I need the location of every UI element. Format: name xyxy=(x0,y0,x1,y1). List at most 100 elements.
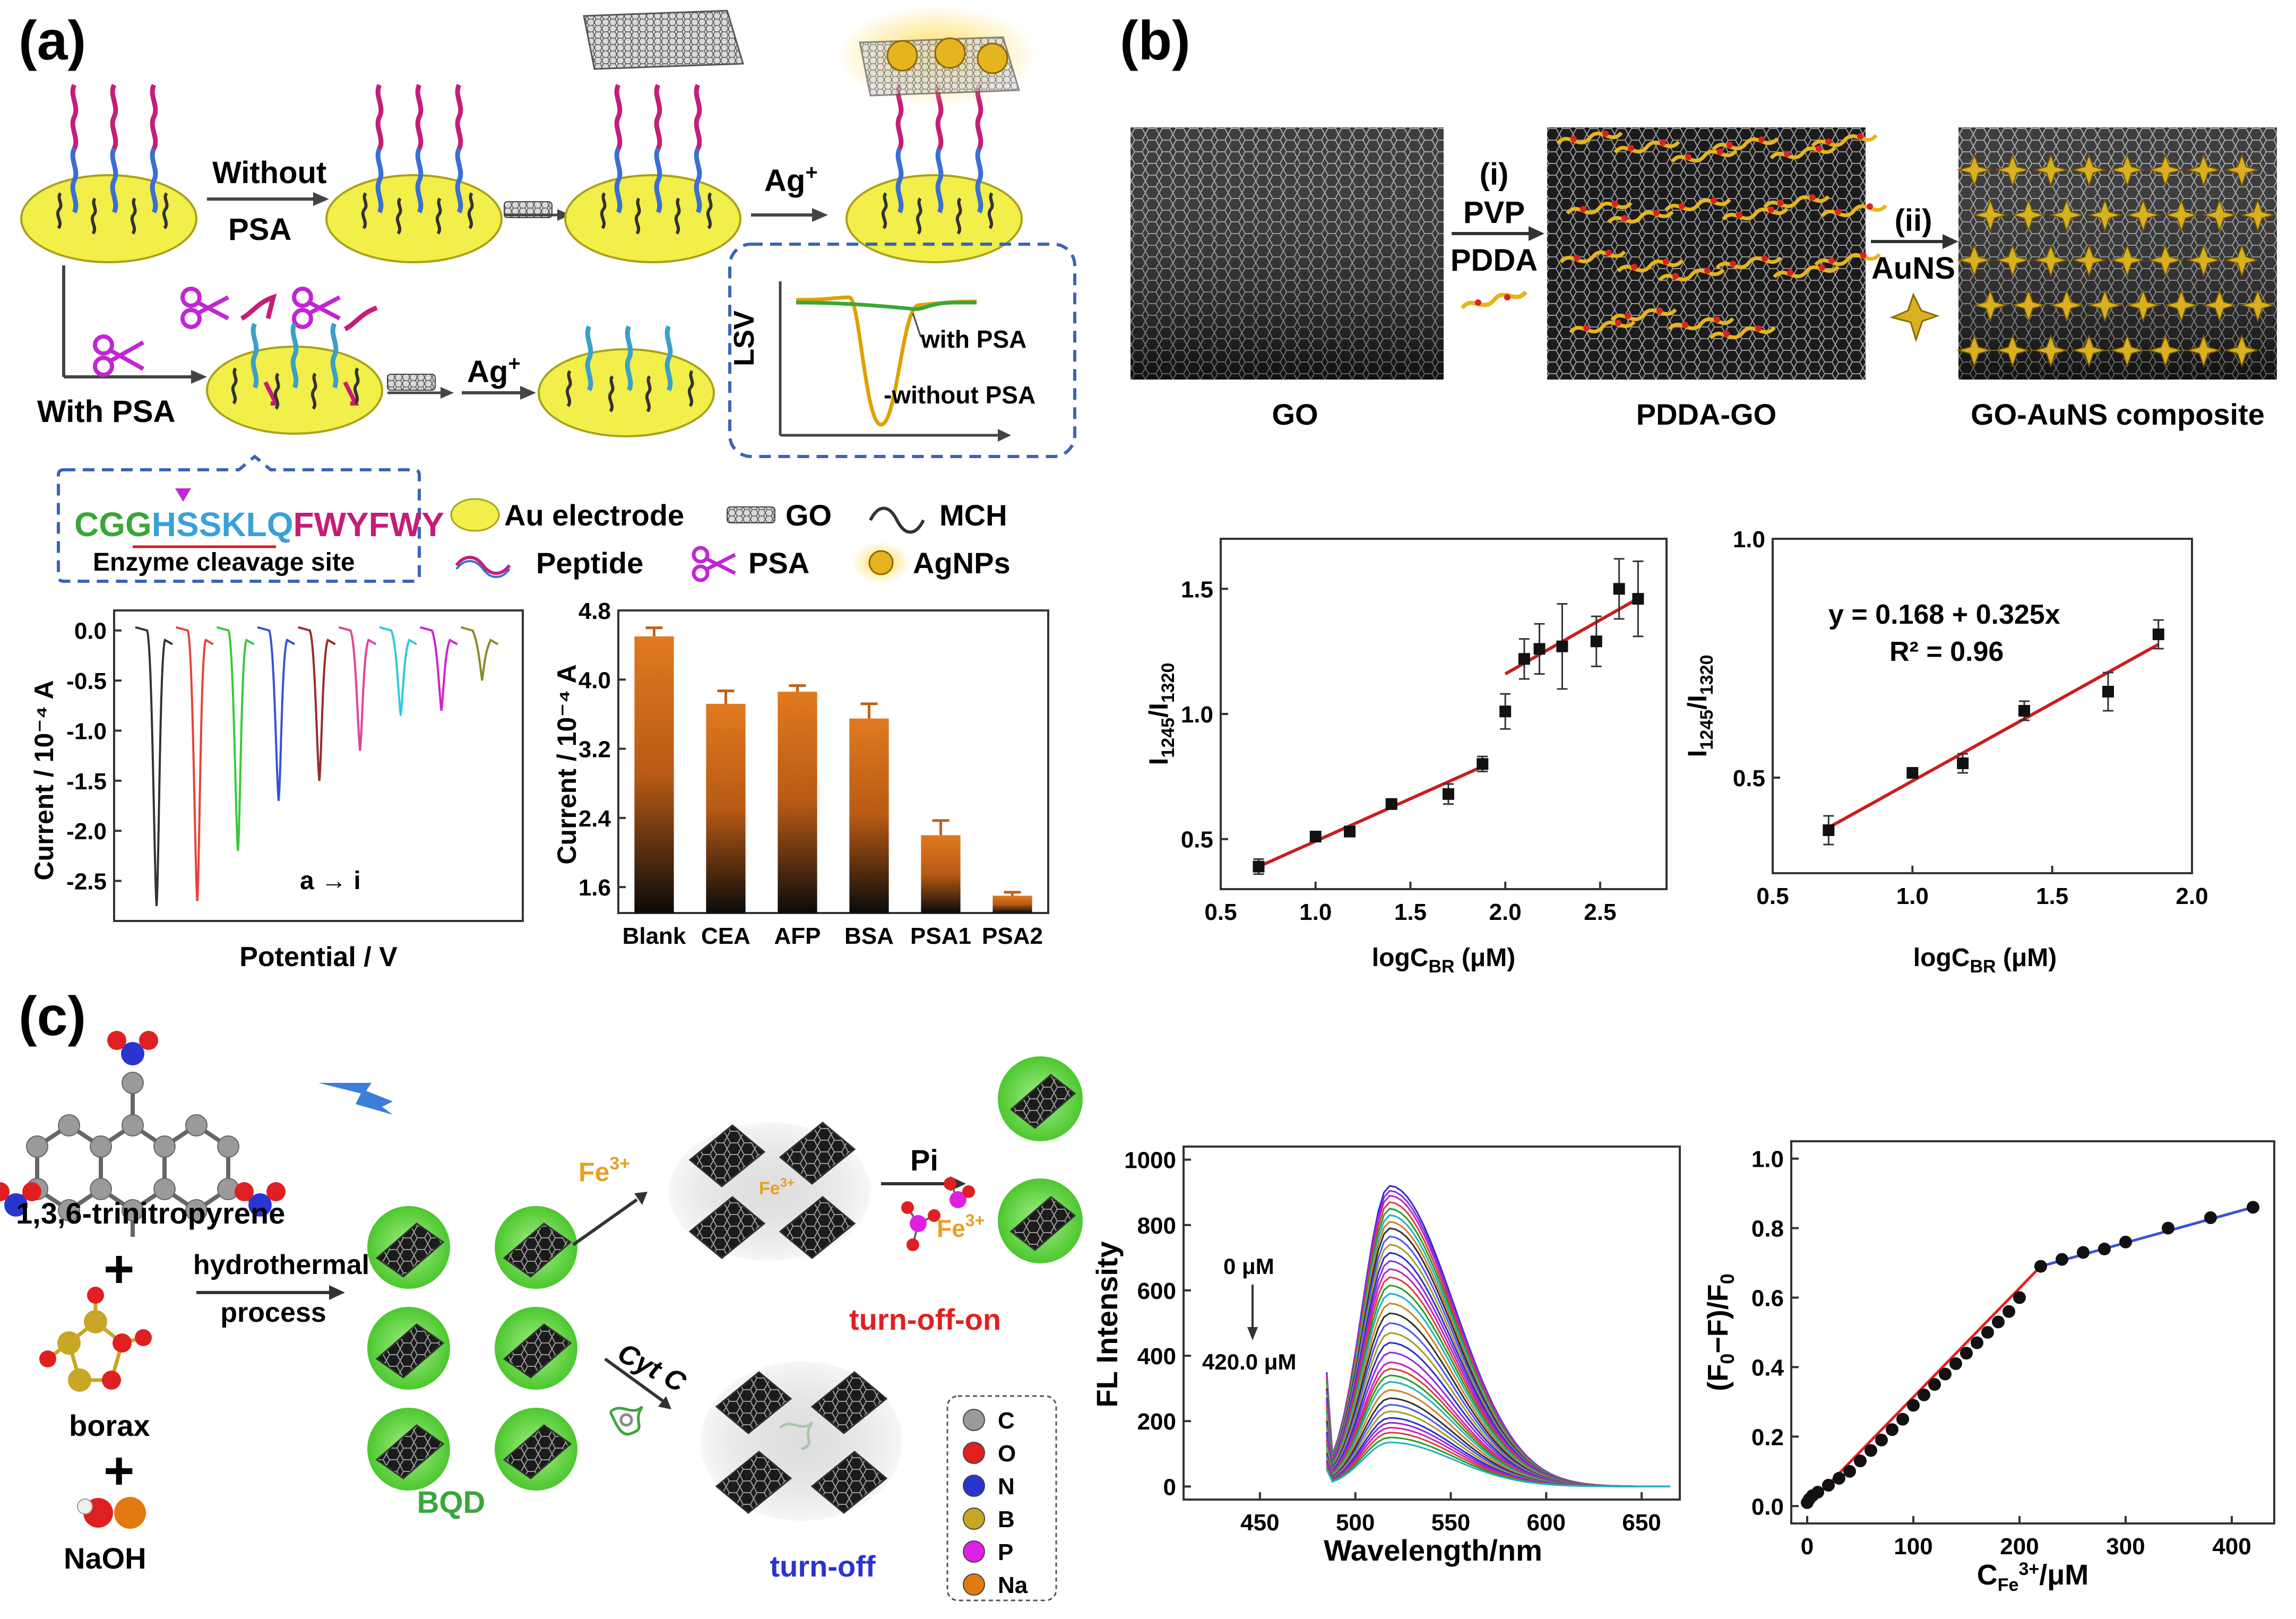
bar-label-CEA: CEA xyxy=(701,923,750,949)
au-nanostar xyxy=(2109,153,2145,188)
bar-PSA2 xyxy=(992,895,1032,913)
carbon-atom xyxy=(90,1178,112,1200)
oxygen-atom xyxy=(113,1333,132,1353)
oxygen-atom xyxy=(139,1031,158,1050)
au-nanostar xyxy=(2087,289,2123,323)
au-nanostar xyxy=(2125,199,2161,233)
raman-linear-point xyxy=(1957,757,1969,769)
atom-legend xyxy=(946,1395,1057,1601)
legend-agnps: AgNPs xyxy=(913,546,1011,580)
legend-mch: MCH xyxy=(939,498,1007,532)
pdda-strand xyxy=(1715,256,1782,270)
carbon-atom xyxy=(90,1135,112,1158)
pdda-charge xyxy=(1656,307,1663,314)
atom-O-icon xyxy=(963,1442,985,1464)
cv-xlabel: Potential / V xyxy=(239,942,398,972)
oxygen-atom xyxy=(0,1182,10,1201)
pdda-charge xyxy=(1762,255,1768,262)
cv-curve-f xyxy=(338,626,377,751)
raman-full-point xyxy=(1533,643,1546,655)
raman-linear-fit xyxy=(1827,643,2160,829)
nitrogen-atom xyxy=(4,1193,28,1217)
fe-point xyxy=(1928,1378,1941,1391)
fe-point xyxy=(1811,1486,1824,1499)
raman-linear-xtick-label: 1.5 xyxy=(2036,883,2068,909)
cv-curve-g xyxy=(379,626,417,716)
auns-label: AuNS xyxy=(1871,251,1955,286)
au-nanostar xyxy=(2071,334,2107,368)
pdda-charge xyxy=(1704,268,1711,274)
pdda-charge xyxy=(1663,259,1669,265)
fe-point xyxy=(1992,1315,2005,1329)
fl-ytick-label: 200 xyxy=(1137,1409,1176,1435)
lsv-inset xyxy=(728,243,1076,458)
bqd-label: BQD xyxy=(417,1485,486,1520)
naoh-label: NaOH xyxy=(64,1542,146,1575)
caption-go: GO xyxy=(1272,398,1318,431)
bar-label-PSA1: PSA1 xyxy=(910,923,971,949)
au-nanostar xyxy=(2125,289,2161,323)
raman-full-ytick-label: 0.5 xyxy=(1181,827,1213,853)
fl-xtick-label: 600 xyxy=(1527,1510,1566,1536)
without-label: Without xyxy=(212,156,326,190)
fe-ytick-label: 0.6 xyxy=(1751,1286,1784,1312)
fe-point xyxy=(1949,1357,1962,1370)
bqd-sheet xyxy=(375,1323,445,1379)
bar-plot-frame xyxy=(617,609,1049,914)
pdda-charge xyxy=(1653,210,1660,216)
raman-full-point xyxy=(1613,583,1625,595)
fe-point xyxy=(1843,1465,1856,1478)
au-nanostar xyxy=(2186,153,2222,188)
pdda-strand xyxy=(1566,201,1633,215)
carbon-atom xyxy=(122,1114,144,1136)
raman-full-point xyxy=(1590,635,1602,648)
fe-point xyxy=(2013,1291,2026,1304)
ag-plus-label-1: Ag+ xyxy=(764,161,818,198)
borax-label: borax xyxy=(69,1409,150,1442)
au-nanostar xyxy=(2147,244,2183,278)
pdda-charge xyxy=(1828,257,1835,264)
pvp-label: PVP xyxy=(1463,195,1525,230)
pdda-charge xyxy=(1625,313,1631,319)
cytc-label: Cyt C xyxy=(612,1337,691,1399)
cv-ytick-label: 0.0 xyxy=(74,618,107,644)
atom-P-label: P xyxy=(998,1539,1013,1565)
caption-pdda-go: PDDA-GO xyxy=(1636,398,1776,431)
peptide-sequence: CGGHSSKLQFWYFWY xyxy=(74,505,444,544)
atom-B-label: B xyxy=(998,1506,1015,1532)
bar-Blank xyxy=(634,636,674,913)
raman-linear-point xyxy=(2152,628,2164,640)
raman-linear-xtick-label: 1.0 xyxy=(1896,883,1929,909)
pdda-strand xyxy=(1658,268,1725,282)
pdda-charge xyxy=(1660,140,1666,146)
raman-full-fit xyxy=(1258,765,1483,868)
fe-point xyxy=(2204,1211,2217,1224)
pdda-strand xyxy=(1613,140,1680,154)
pdda-charge xyxy=(1714,316,1720,323)
plus-2: + xyxy=(103,1441,134,1501)
scissors-icon xyxy=(180,287,229,329)
cv-curve-e xyxy=(298,626,336,781)
pdda-charge xyxy=(1685,154,1691,160)
naoh-molecule xyxy=(77,1497,146,1529)
panel-a: (a) Without PSA Ag+ xyxy=(19,5,1076,972)
pdda-strand xyxy=(1671,149,1738,163)
pdda-strand-icon xyxy=(1460,290,1528,309)
oxygen-atom xyxy=(87,1287,104,1304)
legend-au: Au electrode xyxy=(504,498,684,532)
fl-top-label: 0 μM xyxy=(1223,1254,1274,1279)
scissors-icon xyxy=(292,287,341,329)
raman-full-ytick-label: 1.5 xyxy=(1181,576,1213,602)
au-nanostar xyxy=(2186,244,2222,278)
bar-label-Blank: Blank xyxy=(623,923,686,949)
cv-plot-frame xyxy=(113,609,524,922)
cv-ylabel: Current / 10⁻⁴ A xyxy=(29,680,59,880)
cv-curve-c xyxy=(216,626,255,851)
atom-N-icon xyxy=(963,1475,985,1497)
pdda-charge xyxy=(1711,197,1717,204)
oxygen-atom xyxy=(135,1329,152,1346)
au-nanostar xyxy=(1995,153,2031,188)
fe-point xyxy=(1875,1433,1888,1446)
raman-full-ylabel: I1245/I1320 xyxy=(1144,663,1178,765)
